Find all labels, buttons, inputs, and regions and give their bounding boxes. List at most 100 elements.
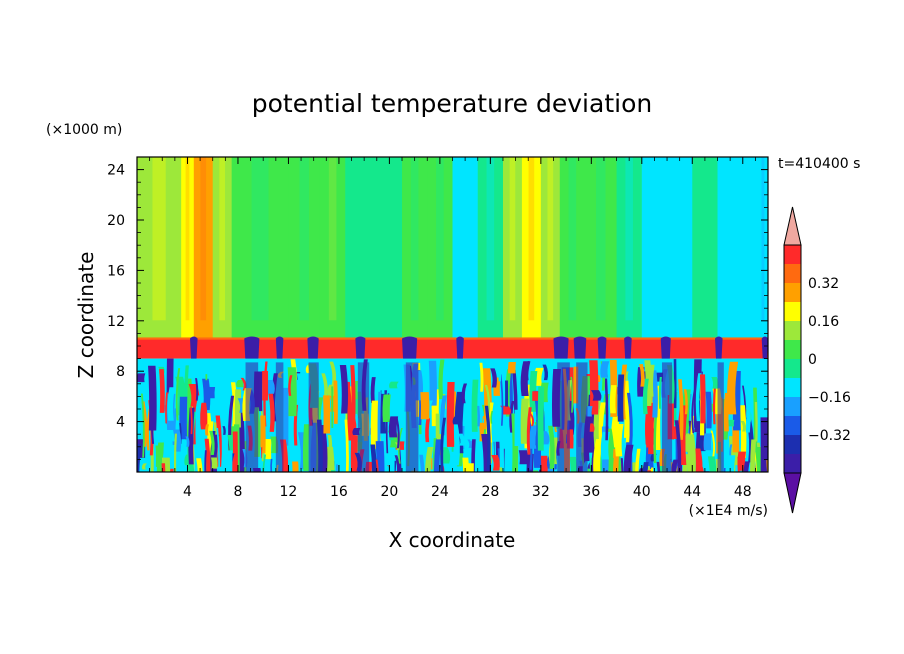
turbulent-streak bbox=[707, 456, 717, 472]
turbulent-streak bbox=[250, 471, 257, 472]
turbulent-streak bbox=[518, 450, 528, 465]
turbulent-streak bbox=[430, 458, 433, 470]
y-tick-label: 8 bbox=[116, 364, 125, 380]
turbulent-streak bbox=[617, 374, 625, 422]
upper-column-streak bbox=[328, 157, 337, 321]
turbulent-streak bbox=[763, 455, 767, 472]
upper-column bbox=[717, 157, 759, 339]
turbulent-streak bbox=[232, 431, 238, 472]
turbulent-streak bbox=[446, 382, 455, 447]
turbulent-streak bbox=[188, 407, 195, 465]
x-tick-label: 28 bbox=[481, 484, 499, 500]
turbulent-streak bbox=[696, 466, 704, 472]
turbulent-streak bbox=[211, 457, 218, 469]
upper-column bbox=[402, 157, 428, 339]
turbulent-streak bbox=[597, 402, 606, 450]
upper-column bbox=[585, 157, 618, 339]
turbulent-streak bbox=[674, 420, 682, 472]
upper-column bbox=[616, 157, 643, 339]
upper-column bbox=[288, 157, 321, 339]
upper-column bbox=[212, 157, 233, 339]
turbulent-streak bbox=[169, 468, 174, 472]
turbulent-streak bbox=[490, 410, 494, 424]
y-tick-label: 4 bbox=[116, 415, 125, 431]
turbulent-streak bbox=[370, 400, 380, 450]
turbulent-streak bbox=[283, 387, 289, 446]
turbulent-streak bbox=[605, 470, 608, 472]
upper-column bbox=[231, 157, 290, 339]
turbulent-streak bbox=[609, 385, 617, 414]
upper-column-streak bbox=[152, 157, 166, 321]
colorbar-label: −0.16 bbox=[808, 390, 851, 406]
turbulent-streak bbox=[236, 379, 245, 388]
turbulent-streak bbox=[354, 380, 359, 400]
turbulent-streak bbox=[270, 458, 273, 472]
turbulent-streak bbox=[505, 380, 509, 407]
plume-column bbox=[576, 362, 588, 472]
turbulent-streak bbox=[419, 454, 425, 472]
turbulent-streak bbox=[658, 377, 662, 409]
turbulent-streak bbox=[639, 364, 645, 387]
turbulent-streak bbox=[539, 455, 549, 472]
turbulent-streak bbox=[701, 471, 710, 472]
y-unit-label: (×1000 m) bbox=[46, 122, 122, 138]
upper-column-streak bbox=[461, 157, 469, 321]
colorbar: 0.32 0.16 0 −0.16 −0.32 bbox=[783, 206, 851, 514]
turbulent-streak bbox=[750, 439, 757, 472]
turbulent-streak bbox=[440, 417, 446, 472]
turbulent-streak bbox=[392, 470, 398, 472]
chart-title: potential temperature deviation bbox=[252, 89, 652, 118]
turbulent-streak bbox=[499, 430, 505, 472]
turbulent-streak bbox=[190, 407, 193, 435]
upper-column-streak bbox=[528, 157, 535, 321]
turbulent-streak bbox=[739, 405, 747, 458]
turbulent-streak bbox=[433, 439, 442, 472]
tropopause-dip bbox=[573, 336, 587, 362]
turbulent-streak bbox=[526, 407, 532, 455]
turbulent-streak bbox=[476, 405, 481, 427]
upper-column bbox=[540, 157, 561, 339]
turbulent-streak bbox=[205, 374, 208, 381]
x-tick-label: 16 bbox=[330, 484, 348, 500]
turbulent-streak bbox=[604, 378, 609, 441]
turbulent-streak bbox=[335, 464, 338, 472]
turbulent-streak bbox=[313, 469, 317, 472]
turbulent-streak bbox=[514, 466, 517, 472]
colorbar-bin bbox=[784, 416, 801, 436]
colorbar-bin bbox=[784, 321, 801, 341]
turbulent-streak bbox=[260, 415, 266, 448]
turbulent-streak bbox=[461, 383, 468, 404]
turbulent-streak bbox=[654, 471, 658, 472]
colorbar-bin bbox=[784, 340, 801, 360]
turbulent-streak bbox=[330, 470, 336, 472]
upper-column-streak bbox=[509, 157, 516, 321]
turbulent-streak bbox=[375, 459, 379, 472]
turbulent-streak bbox=[420, 392, 430, 420]
colorbar-frame bbox=[783, 244, 802, 474]
plume-column bbox=[557, 362, 570, 472]
turbulent-streak bbox=[699, 374, 706, 424]
x-tick-label: 32 bbox=[532, 484, 550, 500]
turbulent-streak bbox=[377, 391, 382, 457]
turbulent-streak bbox=[570, 376, 574, 413]
turbulent-streak bbox=[159, 369, 165, 413]
turbulent-streak bbox=[600, 361, 610, 378]
tropopause-dip bbox=[275, 336, 284, 362]
turbulent-streak bbox=[185, 436, 190, 447]
colorbar-bin bbox=[784, 264, 801, 284]
turbulent-streak bbox=[514, 409, 521, 446]
turbulent-streak bbox=[685, 434, 696, 472]
turbulent-streak bbox=[479, 362, 484, 392]
turbulent-streak bbox=[743, 368, 751, 433]
plume-column bbox=[661, 362, 673, 472]
turbulent-streak bbox=[499, 467, 503, 472]
colorbar-bin bbox=[784, 359, 801, 379]
turbulent-streak bbox=[498, 361, 502, 382]
upper-column bbox=[559, 157, 586, 339]
upper-column-streak bbox=[486, 157, 495, 321]
turbulent-streak bbox=[395, 417, 400, 449]
turbulent-streak bbox=[175, 368, 181, 421]
upper-column-streak bbox=[625, 157, 633, 321]
upper-column-streak bbox=[761, 157, 765, 321]
